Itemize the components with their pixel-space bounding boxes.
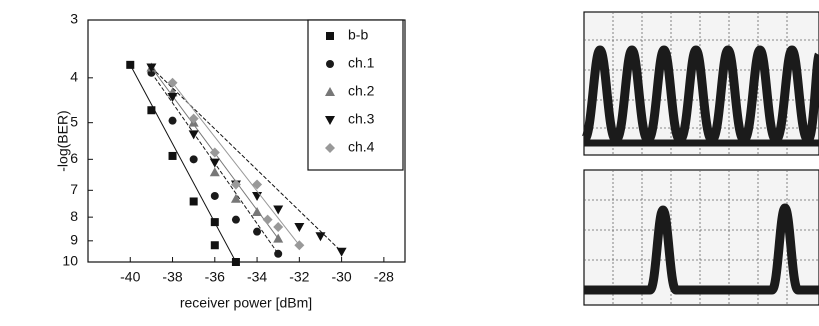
fit-line [130,65,236,262]
y-tick-label: 4 [70,69,78,85]
marker [337,248,347,257]
x-tick-label: -38 [162,269,182,285]
marker [253,228,261,236]
y-tick-label: 7 [70,181,78,197]
legend-label: ch.2 [348,83,375,99]
x-axis-label: receiver power [dBm] [180,295,312,311]
marker [126,61,134,69]
eye-diagram-bottom [584,170,819,305]
marker [169,117,177,125]
marker [210,159,220,168]
marker [315,232,325,241]
marker [232,258,240,266]
x-tick-label: -36 [205,269,225,285]
y-tick-label: 6 [70,150,78,166]
marker [169,152,177,160]
marker [252,207,262,216]
marker [211,192,219,200]
eye-diagram-top [584,12,819,155]
marker [252,192,262,201]
legend-marker [326,32,334,40]
legend-label: ch.3 [348,111,375,127]
legend-label: ch.4 [348,139,375,155]
y-axis-label: -log(BER) [55,110,71,171]
y-tick-label: 5 [70,113,78,129]
marker [274,250,282,258]
marker [168,78,178,88]
marker [294,240,304,250]
marker [190,155,198,163]
marker [294,223,304,232]
legend-label: ch.1 [348,55,375,71]
y-tick-label: 8 [70,208,78,224]
x-tick-label: -28 [374,269,394,285]
x-tick-label: -30 [331,269,351,285]
marker [232,216,240,224]
y-tick-label: 3 [70,11,78,27]
marker [273,234,283,243]
marker [252,179,262,189]
legend-marker [326,60,334,68]
figure: -log(BER) receiver power [dBm] 3 4 5 6 7 8 9 10… [0,0,819,321]
legend-label: b-b [348,27,368,43]
x-tick-label: -32 [289,269,309,285]
y-tick-label: 9 [70,232,78,248]
y-tick-label: 10 [62,253,78,269]
marker [147,106,155,114]
x-tick-label: -40 [120,269,140,285]
marker [263,215,273,225]
marker [190,197,198,205]
marker [211,241,219,249]
x-tick-label: -34 [247,269,267,285]
marker [211,218,219,226]
